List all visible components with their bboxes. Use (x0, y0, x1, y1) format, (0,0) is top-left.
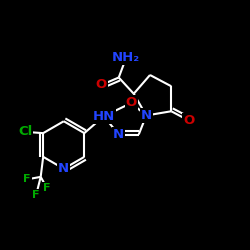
Text: N: N (58, 162, 69, 175)
Text: Cl: Cl (18, 126, 32, 138)
Text: NH₂: NH₂ (112, 51, 140, 64)
Text: O: O (126, 96, 137, 110)
Text: F: F (23, 174, 31, 184)
Text: N: N (113, 128, 124, 141)
Text: O: O (96, 78, 107, 92)
Text: N: N (141, 109, 152, 122)
Text: F: F (32, 190, 40, 200)
Text: HN: HN (93, 110, 115, 123)
Text: O: O (183, 114, 194, 127)
Text: F: F (43, 183, 51, 193)
